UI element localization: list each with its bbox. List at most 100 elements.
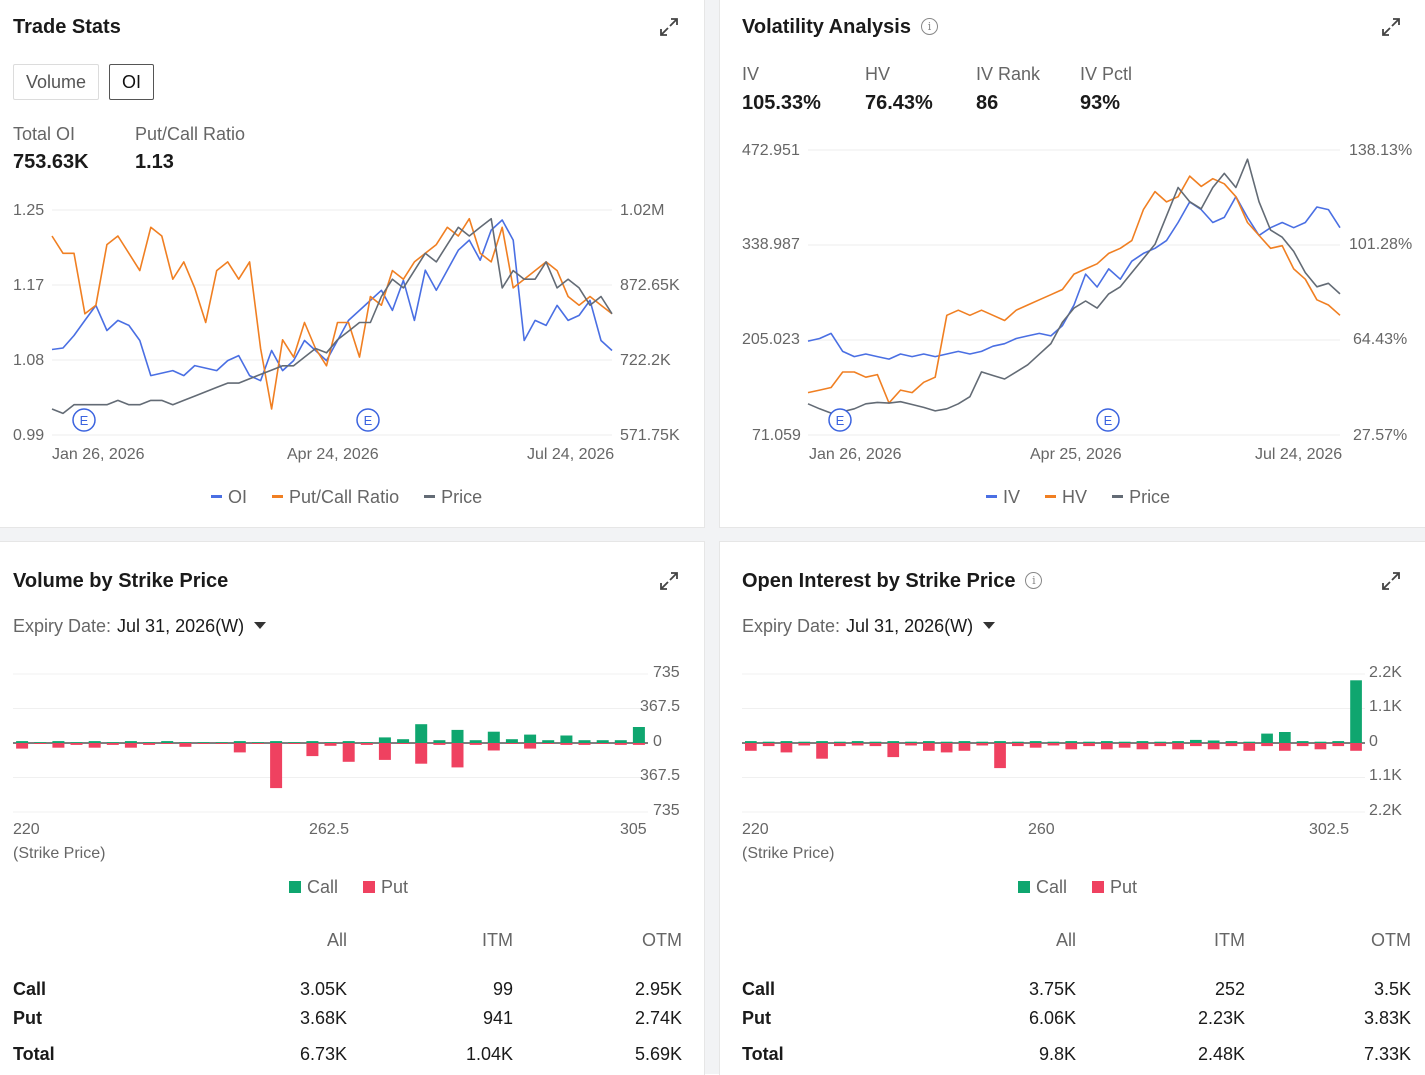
table-cell: 6.06K	[1028, 1007, 1076, 1028]
call-bar	[215, 742, 228, 744]
put-bar	[923, 743, 935, 751]
legend-iv[interactable]: IV	[986, 487, 1020, 507]
table-row: Total 6.73K 1.04K 5.69K	[13, 1036, 682, 1072]
expiry-selector[interactable]: Expiry Date: Jul 31, 2026(W)	[13, 616, 267, 637]
put-bar	[1225, 743, 1238, 747]
series-line-oi	[51, 219, 613, 382]
call-bar	[342, 741, 355, 743]
y-tick: 0	[653, 733, 662, 750]
y-tick: 1.1K	[1369, 698, 1402, 715]
put-bar	[1029, 743, 1042, 748]
expand-icon[interactable]	[658, 16, 680, 38]
y-tick: 735	[653, 802, 680, 819]
call-bar	[415, 724, 428, 743]
caret-down-icon[interactable]	[983, 622, 996, 629]
call-bar	[524, 734, 537, 743]
call-bar	[542, 740, 555, 743]
table-header-row: All ITM OTM	[13, 922, 682, 958]
series-line-hv	[807, 175, 1341, 404]
legend-hv[interactable]: HV	[1045, 487, 1087, 507]
tab-oi[interactable]: OI	[109, 64, 155, 100]
table-cell: 252	[1214, 979, 1245, 999]
call-bar	[1279, 732, 1291, 743]
expiry-selector[interactable]: Expiry Date: Jul 31, 2026(W)	[742, 616, 996, 637]
legend-call[interactable]: Call	[289, 877, 338, 897]
put-bar	[578, 743, 591, 745]
expand-icon[interactable]	[1380, 570, 1402, 592]
put-bar	[1172, 743, 1184, 750]
y-right-tick: 1.02M	[620, 202, 665, 219]
put-bar	[70, 743, 83, 745]
put-bar	[1136, 743, 1149, 750]
put-bar	[397, 743, 410, 744]
put-bar	[1118, 743, 1131, 748]
put-bar	[1279, 743, 1291, 751]
y-tick: 2.2K	[1369, 664, 1402, 681]
put-bar	[780, 743, 793, 753]
event-marker-label: E	[1104, 413, 1113, 428]
expand-icon[interactable]	[1380, 16, 1402, 38]
y-right-tick: 64.43%	[1353, 331, 1408, 348]
table-cell: 3.05K	[299, 979, 347, 999]
expiry-value[interactable]: Jul 31, 2026(W)	[117, 616, 245, 636]
legend-price[interactable]: Price	[1112, 487, 1170, 507]
table-cell: 2.48K	[1197, 1043, 1245, 1064]
y-left-tick: 205.023	[742, 331, 800, 348]
call-bar	[994, 741, 1006, 743]
put-bar	[487, 743, 500, 751]
put-bar	[16, 743, 29, 749]
info-icon[interactable]: i	[920, 18, 938, 35]
legend-put-call-ratio[interactable]: Put/Call Ratio	[272, 487, 399, 507]
row-label: Call	[13, 979, 47, 999]
tab-volume[interactable]: Volume	[13, 64, 100, 100]
put-bar	[378, 743, 391, 760]
put-call-ratio-value: 1.13	[135, 151, 174, 173]
put-bar	[542, 743, 555, 744]
y-tick: 367.5	[640, 767, 681, 784]
put-bar	[52, 743, 65, 748]
y-left-tick: 71.059	[752, 427, 801, 444]
y-left-tick: 0.99	[13, 427, 45, 444]
event-marker	[828, 408, 852, 432]
call-bar	[52, 741, 65, 743]
info-icon[interactable]: i	[1025, 572, 1043, 589]
put-bar	[1314, 743, 1327, 750]
volume-summary-table: All ITM OTM Call 3.05K 99 2.95K Put 3.68…	[13, 922, 682, 1072]
volume-strike-legend: Call Put	[289, 877, 428, 898]
call-bar	[798, 741, 811, 743]
put-bar	[869, 743, 882, 747]
x-tick: 220	[13, 821, 40, 838]
call-bar	[816, 741, 828, 743]
put-bar	[469, 743, 482, 745]
x-tick: 260	[1028, 821, 1055, 838]
call-bar	[614, 740, 627, 743]
iv-pctl-label: IV Pctl	[1080, 64, 1133, 84]
call-bar	[16, 741, 29, 743]
call-bar	[869, 741, 882, 743]
put-bar	[940, 743, 953, 753]
call-bar	[233, 741, 246, 743]
legend-put[interactable]: Put	[1092, 877, 1137, 897]
call-bar	[270, 741, 283, 743]
oi-strike-legend: Call Put	[1018, 877, 1157, 898]
call-bar	[923, 741, 935, 743]
expiry-value[interactable]: Jul 31, 2026(W)	[846, 616, 974, 636]
call-bar	[124, 741, 137, 743]
legend-put[interactable]: Put	[363, 877, 408, 897]
legend-oi[interactable]: OI	[211, 487, 247, 507]
call-bar	[596, 740, 609, 743]
volatility-title: Volatility Analysis i	[742, 16, 938, 39]
legend-call[interactable]: Call	[1018, 877, 1067, 897]
x-unit-label: (Strike Price)	[13, 845, 106, 862]
put-bar	[762, 743, 775, 747]
x-tick: 302.5	[1309, 821, 1350, 838]
legend-price[interactable]: Price	[424, 487, 482, 507]
y-right-tick: 571.75K	[620, 427, 680, 444]
expand-icon[interactable]	[658, 570, 680, 592]
caret-down-icon[interactable]	[254, 622, 267, 629]
x-unit-label: (Strike Price)	[742, 845, 835, 862]
table-cell: 7.33K	[1363, 1043, 1411, 1064]
put-bar	[1154, 743, 1167, 747]
oi-strike-panel: Open Interest by Strike Price i Expiry Da…	[719, 541, 1425, 1075]
